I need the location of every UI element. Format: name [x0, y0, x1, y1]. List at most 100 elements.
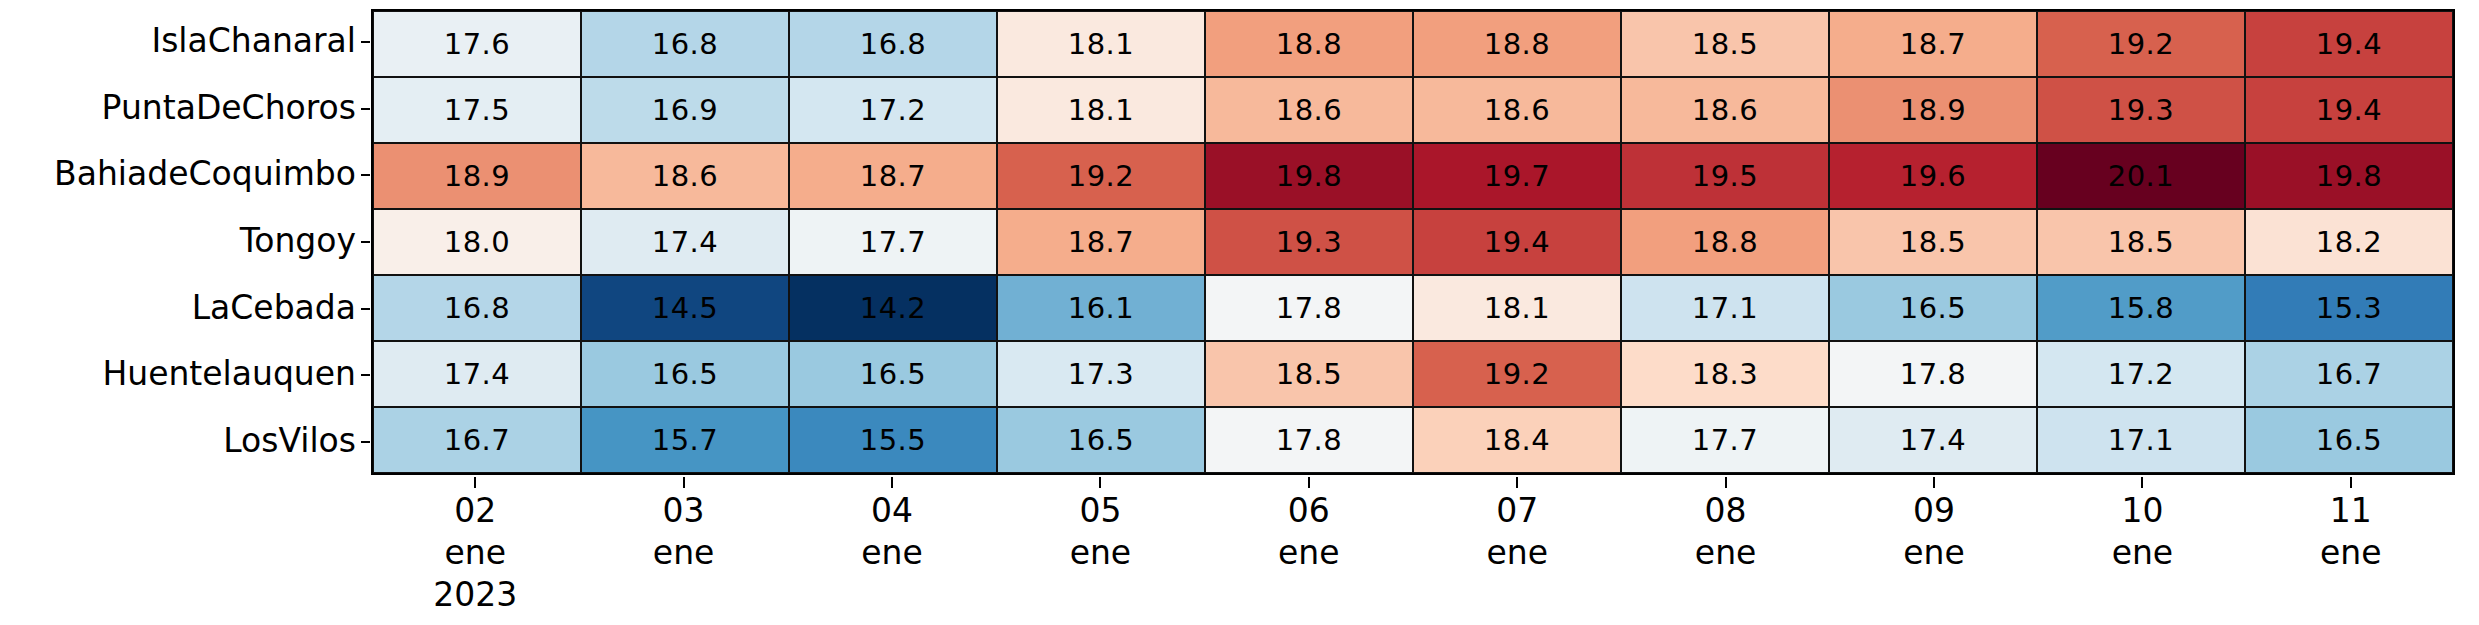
- x-tick-mark: [1516, 477, 1518, 488]
- heatmap-cell-IslaChanaral-10: 19.2: [2037, 11, 2245, 77]
- heatmap-cell-LaCebada-03: 14.5: [581, 275, 789, 341]
- heatmap-cell-PuntaDeChoros-03: 16.9: [581, 77, 789, 143]
- y-axis-label-PuntaDeChoros: PuntaDeChoros: [0, 88, 356, 127]
- y-tick-mark: [361, 108, 370, 110]
- heatmap-cell-LaCebada-10: 15.8: [2037, 275, 2245, 341]
- heatmap-cell-Tongoy-04: 17.7: [789, 209, 997, 275]
- x-tick-mark: [1099, 477, 1101, 488]
- heatmap-cell-IslaChanaral-07: 18.8: [1413, 11, 1621, 77]
- heatmap-cell-IslaChanaral-04: 16.8: [789, 11, 997, 77]
- heatmap-cell-Tongoy-07: 19.4: [1413, 209, 1621, 275]
- heatmap-cell-Huentelauquen-06: 18.5: [1205, 341, 1413, 407]
- heatmap-cell-IslaChanaral-05: 18.1: [997, 11, 1205, 77]
- heatmap-cell-Tongoy-06: 19.3: [1205, 209, 1413, 275]
- heatmap-cell-Huentelauquen-04: 16.5: [789, 341, 997, 407]
- heatmap-cell-BahiadeCoquimbo-06: 19.8: [1205, 143, 1413, 209]
- heatmap-cell-Huentelauquen-09: 17.8: [1829, 341, 2037, 407]
- heatmap-cell-PuntaDeChoros-09: 18.9: [1829, 77, 2037, 143]
- heatmap-cell-LosVilos-11: 16.5: [2245, 407, 2453, 473]
- heatmap-cell-Huentelauquen-11: 16.7: [2245, 341, 2453, 407]
- x-tick-mark: [2350, 477, 2352, 488]
- heatmap-cell-Tongoy-05: 18.7: [997, 209, 1205, 275]
- y-tick-mark: [361, 174, 370, 176]
- y-tick-mark: [361, 241, 370, 243]
- heatmap-cell-LaCebada-09: 16.5: [1829, 275, 2037, 341]
- heatmap-cell-Tongoy-11: 18.2: [2245, 209, 2453, 275]
- heatmap-cell-IslaChanaral-02: 17.6: [373, 11, 581, 77]
- heatmap-cell-PuntaDeChoros-08: 18.6: [1621, 77, 1829, 143]
- heatmap-cell-Huentelauquen-02: 17.4: [373, 341, 581, 407]
- heatmap-cell-LosVilos-05: 16.5: [997, 407, 1205, 473]
- y-tick-mark: [361, 308, 370, 310]
- heatmap-cell-BahiadeCoquimbo-07: 19.7: [1413, 143, 1621, 209]
- x-tick-mark: [891, 477, 893, 488]
- heatmap-grid: 17.616.816.818.118.818.818.518.719.219.4…: [371, 9, 2455, 475]
- x-tick-mark: [1933, 477, 1935, 488]
- heatmap-cell-LosVilos-04: 15.5: [789, 407, 997, 473]
- heatmap-cell-BahiadeCoquimbo-02: 18.9: [373, 143, 581, 209]
- heatmap-cell-PuntaDeChoros-04: 17.2: [789, 77, 997, 143]
- y-axis-label-LosVilos: LosVilos: [0, 421, 356, 460]
- heatmap-cell-LaCebada-06: 17.8: [1205, 275, 1413, 341]
- heatmap-cell-IslaChanaral-03: 16.8: [581, 11, 789, 77]
- heatmap-cell-Tongoy-10: 18.5: [2037, 209, 2245, 275]
- x-axis-label-04-ene: 04 ene: [861, 490, 923, 574]
- heatmap-cell-BahiadeCoquimbo-03: 18.6: [581, 143, 789, 209]
- heatmap-cell-BahiadeCoquimbo-04: 18.7: [789, 143, 997, 209]
- x-axis-label-07-ene: 07 ene: [1486, 490, 1548, 574]
- heatmap-cell-BahiadeCoquimbo-10: 20.1: [2037, 143, 2245, 209]
- x-axis-label-06-ene: 06 ene: [1278, 490, 1340, 574]
- heatmap-cell-LosVilos-02: 16.7: [373, 407, 581, 473]
- heatmap-cell-Huentelauquen-08: 18.3: [1621, 341, 1829, 407]
- x-axis-label-08-ene: 08 ene: [1695, 490, 1757, 574]
- y-tick-mark: [361, 441, 370, 443]
- heatmap-cell-LosVilos-09: 17.4: [1829, 407, 2037, 473]
- heatmap-cell-BahiadeCoquimbo-11: 19.8: [2245, 143, 2453, 209]
- x-tick-mark: [474, 477, 476, 488]
- heatmap-cell-Tongoy-03: 17.4: [581, 209, 789, 275]
- y-axis-label-LaCebada: LaCebada: [0, 288, 356, 327]
- x-axis-label-10-ene: 10 ene: [2112, 490, 2174, 574]
- x-tick-mark: [683, 477, 685, 488]
- x-axis-label-03-ene: 03 ene: [653, 490, 715, 574]
- x-tick-mark: [2141, 477, 2143, 488]
- heatmap-cell-PuntaDeChoros-11: 19.4: [2245, 77, 2453, 143]
- heatmap-cell-Huentelauquen-03: 16.5: [581, 341, 789, 407]
- x-axis-label-09-ene: 09 ene: [1903, 490, 1965, 574]
- heatmap-figure: 17.616.816.818.118.818.818.518.719.219.4…: [0, 0, 2479, 625]
- heatmap-cell-IslaChanaral-11: 19.4: [2245, 11, 2453, 77]
- y-axis-label-Tongoy: Tongoy: [0, 221, 356, 260]
- heatmap-cell-LaCebada-05: 16.1: [997, 275, 1205, 341]
- heatmap-cell-Huentelauquen-07: 19.2: [1413, 341, 1621, 407]
- heatmap-cell-LosVilos-03: 15.7: [581, 407, 789, 473]
- x-tick-mark: [1725, 477, 1727, 488]
- y-tick-mark: [361, 41, 370, 43]
- y-tick-mark: [361, 374, 370, 376]
- heatmap-cell-Huentelauquen-10: 17.2: [2037, 341, 2245, 407]
- x-axis-label-05-ene: 05 ene: [1070, 490, 1132, 574]
- heatmap-cell-LaCebada-08: 17.1: [1621, 275, 1829, 341]
- heatmap-cell-LaCebada-07: 18.1: [1413, 275, 1621, 341]
- y-axis-label-Huentelauquen: Huentelauquen: [0, 354, 356, 393]
- heatmap-cell-LaCebada-02: 16.8: [373, 275, 581, 341]
- heatmap-cell-BahiadeCoquimbo-08: 19.5: [1621, 143, 1829, 209]
- heatmap-cell-BahiadeCoquimbo-05: 19.2: [997, 143, 1205, 209]
- x-axis-label-02-ene: 02 ene 2023: [433, 490, 517, 617]
- heatmap-cell-IslaChanaral-08: 18.5: [1621, 11, 1829, 77]
- x-tick-mark: [1308, 477, 1310, 488]
- heatmap-cell-PuntaDeChoros-05: 18.1: [997, 77, 1205, 143]
- heatmap-cell-IslaChanaral-09: 18.7: [1829, 11, 2037, 77]
- y-axis-label-BahiadeCoquimbo: BahiadeCoquimbo: [0, 154, 356, 193]
- heatmap-cell-BahiadeCoquimbo-09: 19.6: [1829, 143, 2037, 209]
- heatmap-cell-PuntaDeChoros-02: 17.5: [373, 77, 581, 143]
- heatmap-cell-LosVilos-10: 17.1: [2037, 407, 2245, 473]
- heatmap-cell-LosVilos-07: 18.4: [1413, 407, 1621, 473]
- heatmap-cell-Huentelauquen-05: 17.3: [997, 341, 1205, 407]
- heatmap-cell-PuntaDeChoros-06: 18.6: [1205, 77, 1413, 143]
- heatmap-cell-LosVilos-08: 17.7: [1621, 407, 1829, 473]
- heatmap-cell-LaCebada-11: 15.3: [2245, 275, 2453, 341]
- heatmap-cell-PuntaDeChoros-07: 18.6: [1413, 77, 1621, 143]
- heatmap-cell-Tongoy-09: 18.5: [1829, 209, 2037, 275]
- y-axis-label-IslaChanaral: IslaChanaral: [0, 21, 356, 60]
- heatmap-cell-PuntaDeChoros-10: 19.3: [2037, 77, 2245, 143]
